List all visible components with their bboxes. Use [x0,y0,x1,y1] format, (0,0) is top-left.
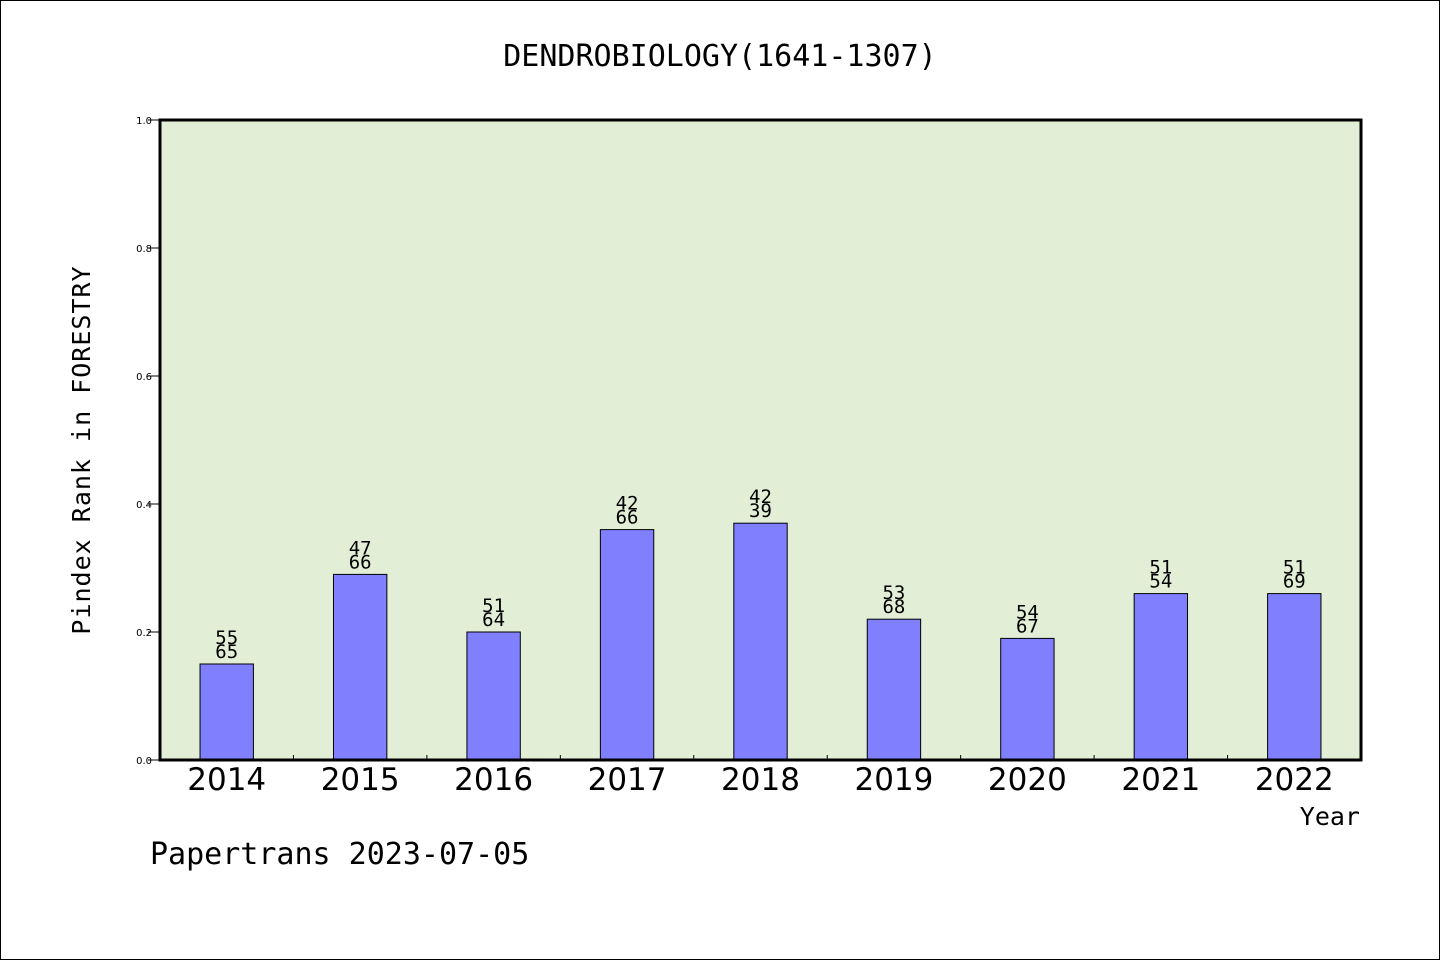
y-tick-label: 0.4 [136,500,152,511]
data-label-upper: 53 [882,582,905,604]
plot-border [158,118,1363,762]
bar [332,573,388,761]
y-axis-label: Pindex Rank in FORESTRY [67,265,96,634]
bar [1133,593,1189,761]
data-label-lower: 67 [1016,615,1039,637]
data-label-upper: 47 [349,537,372,559]
y-tick-label: 0.0 [136,756,152,767]
y-tick-label: 1.0 [136,116,152,127]
x-tick-label: 2020 [988,762,1067,798]
chart-title: DENDROBIOLOGY(1641-1307) [503,39,936,74]
bar [866,618,922,761]
bar [1267,593,1322,761]
data-label-upper: 55 [215,627,238,649]
data-label-lower: 66 [616,507,639,529]
x-tick-label: 2022 [1255,762,1334,798]
x-tick-label: 2018 [721,762,800,798]
data-label-lower: 68 [882,596,905,618]
data-label-upper: 51 [1149,557,1172,579]
x-tick-label: 2015 [321,762,400,798]
data-label-lower: 69 [1283,571,1306,593]
data-label-upper: 51 [1283,557,1306,579]
data-label-lower: 54 [1149,571,1172,593]
x-axis-label: Year [1300,802,1360,831]
data-label-upper: 42 [749,486,772,508]
data-label-lower: 65 [215,641,238,663]
data-label-lower: 66 [349,551,372,573]
data-label-upper: 54 [1016,601,1039,623]
y-tick-label: 0.8 [136,244,152,255]
x-tick-label: 2019 [854,762,933,798]
x-axis: 2014 2015 2016 2017 2018 2019 2020 2021 2022 [187,755,1334,798]
y-axis: 0.0 0.2 0.4 0.6 0.8 1.0 [136,116,160,767]
bar [1000,637,1055,761]
data-label-upper: 42 [616,493,639,515]
data-label-lower: 64 [482,609,505,631]
y-tick-label: 0.2 [136,628,152,639]
x-tick-label: 2021 [1121,762,1200,798]
x-tick-label: 2014 [187,762,266,798]
bar [733,522,788,761]
x-tick-label: 2017 [588,762,667,798]
y-tick-label: 0.6 [136,372,152,383]
bar [199,663,254,761]
data-label-upper: 51 [482,595,505,617]
bars-group [199,522,1322,761]
x-tick-label: 2016 [454,762,533,798]
credit-text: Papertrans 2023-07-05 [150,837,529,872]
bar [599,529,655,761]
data-label-lower: 39 [749,500,772,522]
bar [466,631,521,761]
